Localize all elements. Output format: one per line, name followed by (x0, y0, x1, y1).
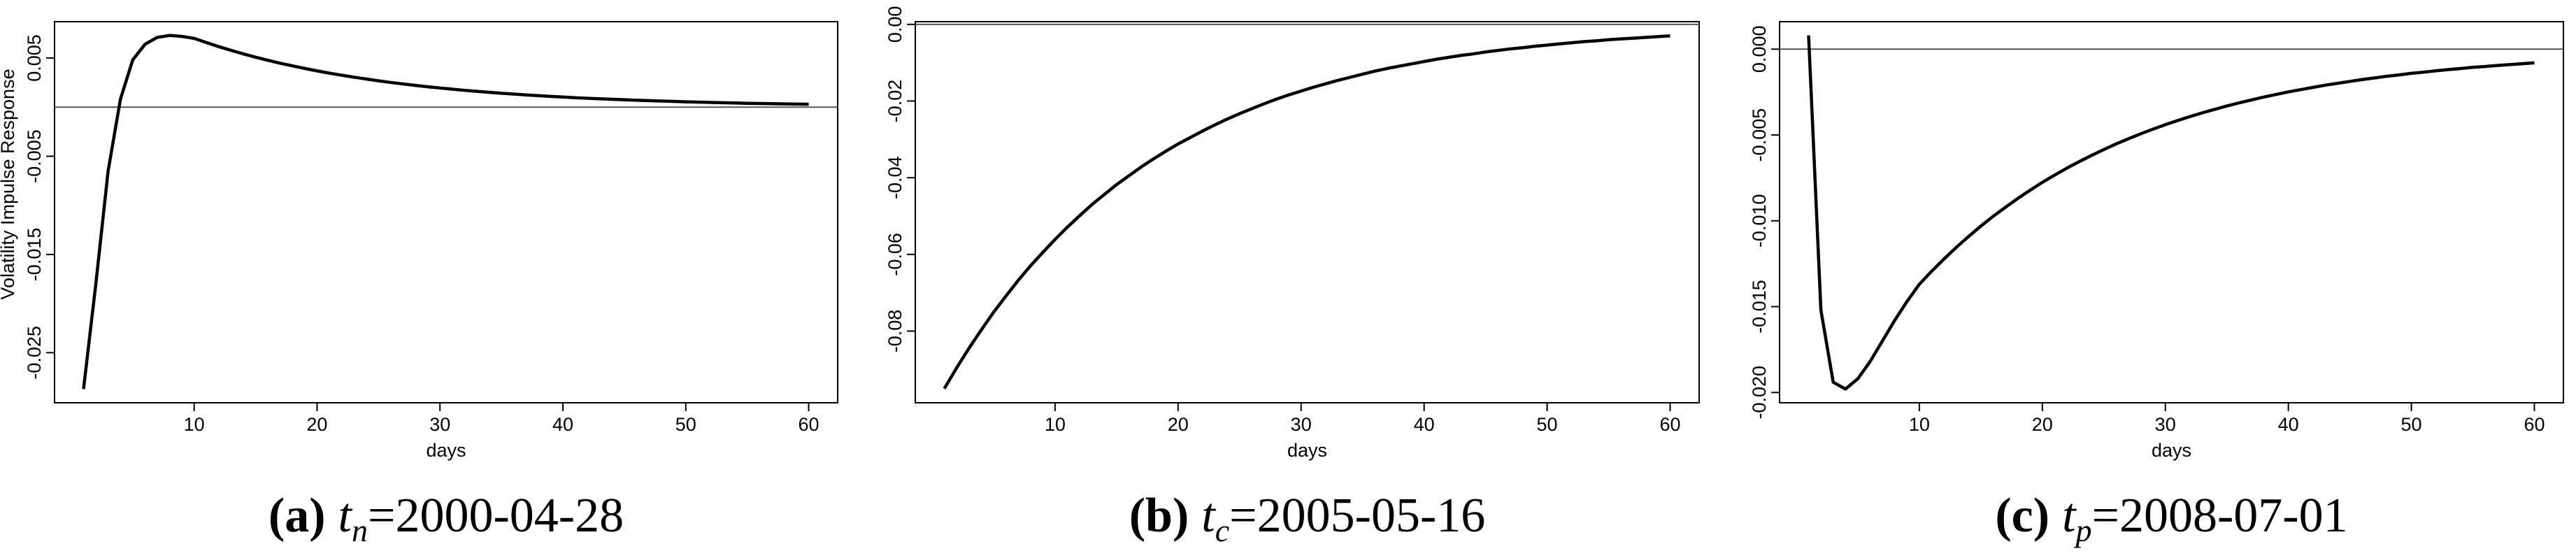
y-tick-label: -0.08 (885, 310, 906, 353)
x-tick-label: 30 (1291, 414, 1312, 435)
x-axis-label: days (1287, 440, 1327, 461)
x-tick-label: 50 (675, 414, 696, 435)
x-tick-label: 60 (1659, 414, 1680, 435)
x-tick-label: 20 (2032, 414, 2053, 435)
y-tick-label: -0.02 (885, 80, 906, 123)
line-series (1807, 35, 2535, 391)
plot-frame (54, 21, 838, 403)
plot-frame (915, 21, 1700, 403)
line-series (943, 34, 1670, 389)
caption: (c) tp=2008-07-01 (1995, 489, 2347, 548)
plot-frame (1779, 21, 2564, 403)
caption-subscript: p (2074, 513, 2092, 548)
caption-subscript: n (352, 513, 368, 548)
y-tick-label: -0.005 (24, 129, 45, 183)
caption-label: (b) (1129, 489, 1189, 543)
x-tick-label: 50 (1537, 414, 1558, 435)
y-axis-label: Volatility Impulse Response (0, 69, 18, 299)
y-tick-label: -0.025 (24, 326, 45, 380)
caption-text: =2005-05-16 (1229, 489, 1485, 543)
x-tick-label: 60 (798, 414, 819, 435)
caption-text: =2008-07-01 (2092, 489, 2348, 543)
line-series (82, 34, 809, 389)
caption-symbol: t (338, 489, 353, 543)
y-tick-label: -0.06 (885, 233, 906, 276)
y-tick-label: -0.04 (885, 156, 906, 199)
caption-label: (a) (269, 489, 326, 543)
x-tick-label: 10 (1909, 414, 1930, 435)
caption: (a) tn=2000-04-28 (269, 489, 624, 548)
y-tick-label: 0.00 (885, 6, 906, 43)
x-tick-label: 20 (306, 414, 327, 435)
caption-text: =2000-04-28 (368, 489, 624, 543)
x-tick-label: 10 (1045, 414, 1066, 435)
caption-symbol: t (1201, 489, 1216, 543)
panel: 0.005 -0.005 -0.015 -0.025 10 20 30 40 50 60 days V… (0, 21, 838, 548)
y-tick-label: 0.005 (24, 34, 45, 82)
y-tick-label: 0.000 (1749, 25, 1770, 73)
y-tick-label: -0.010 (1749, 194, 1770, 248)
y-tick-label: -0.005 (1749, 108, 1770, 162)
x-tick-label: 40 (552, 414, 573, 435)
x-tick-label: 30 (429, 414, 450, 435)
x-tick-label: 50 (2401, 414, 2422, 435)
caption-symbol: t (2062, 489, 2077, 543)
x-axis-label: days (2152, 440, 2191, 461)
y-tick-label: -0.015 (1749, 280, 1770, 334)
caption-subscript: c (1215, 513, 1229, 548)
x-tick-label: 30 (2155, 414, 2176, 435)
caption-label: (c) (1995, 489, 2049, 543)
x-tick-label: 60 (2524, 414, 2545, 435)
caption: (b) tc=2005-05-16 (1129, 489, 1486, 548)
y-tick-label: -0.015 (24, 228, 45, 282)
x-tick-label: 40 (2278, 414, 2299, 435)
y-tick-label: -0.020 (1749, 366, 1770, 420)
x-tick-label: 20 (1168, 414, 1189, 435)
x-tick-label: 10 (184, 414, 205, 435)
panel: 0.00 -0.02 -0.04 -0.06 -0.08 10 20 30 40 50 60 days… (885, 6, 1700, 548)
panel: 0.000 -0.005 -0.010 -0.015 -0.020 10 20 30 40 50 6… (1749, 21, 2564, 548)
x-tick-label: 40 (1414, 414, 1435, 435)
x-axis-label: days (426, 440, 466, 461)
